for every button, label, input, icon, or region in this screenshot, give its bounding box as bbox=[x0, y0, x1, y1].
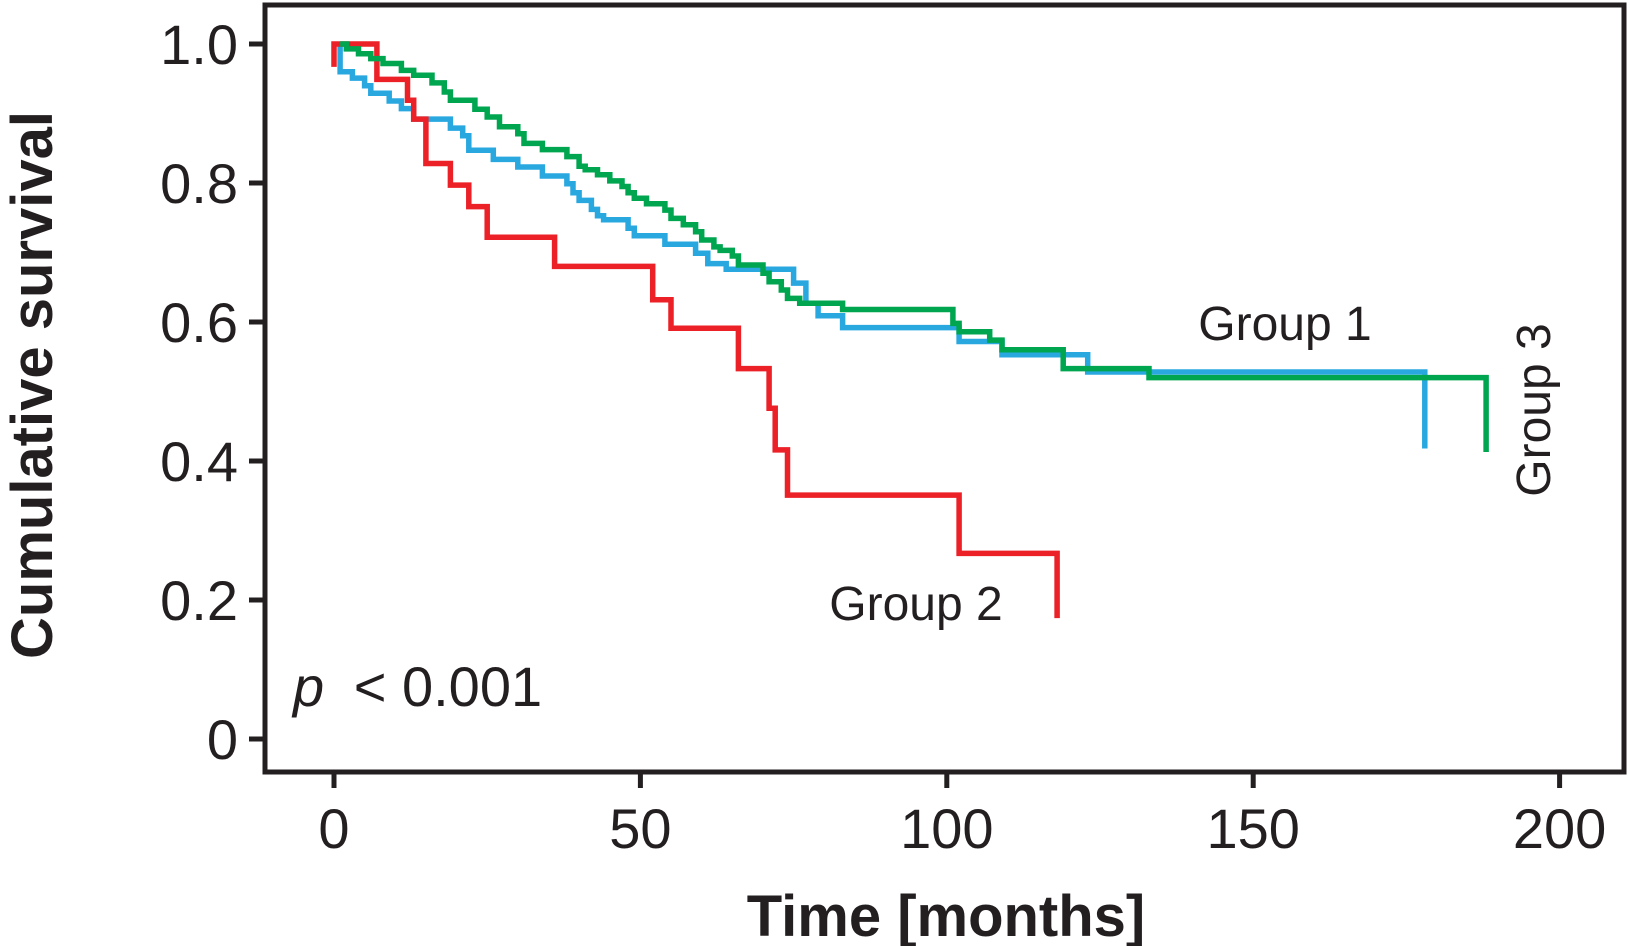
y-tick-label: 0.6 bbox=[160, 291, 238, 354]
y-tick-label: 0.8 bbox=[160, 152, 238, 215]
p-value-annotation: p < 0.001 bbox=[291, 655, 542, 718]
p-value-number: < 0.001 bbox=[354, 655, 542, 718]
y-axis-title: Cumulative survival bbox=[0, 111, 65, 659]
group-3-curve bbox=[340, 41, 1489, 452]
x-tick-label: 50 bbox=[609, 797, 671, 860]
x-tick-label: 0 bbox=[318, 797, 349, 860]
axes-layer bbox=[249, 2, 1627, 788]
y-tick-label: 0.4 bbox=[160, 430, 238, 493]
group-1-curve bbox=[337, 44, 1428, 449]
y-tick-label: 1.0 bbox=[160, 13, 238, 76]
x-axis-title: Time [months] bbox=[747, 884, 1146, 946]
x-tick-label: 100 bbox=[900, 797, 993, 860]
y-tick-label: 0.2 bbox=[160, 569, 238, 632]
group-2-label: Group 2 bbox=[829, 578, 1002, 631]
group-3-label: Group 3 bbox=[1508, 323, 1561, 496]
group-2-curve bbox=[331, 41, 1060, 619]
x-tick-label: 200 bbox=[1513, 797, 1606, 860]
p-value-symbol: p bbox=[291, 655, 324, 718]
tick-label-layer: 0 50 100 150 200 1.0 0.8 0.6 0.4 0.2 0 bbox=[160, 13, 1606, 860]
curve-layer bbox=[331, 41, 1489, 619]
group-1-label: Group 1 bbox=[1198, 298, 1371, 351]
y-tick-label: 0 bbox=[207, 708, 238, 771]
x-tick-label: 150 bbox=[1206, 797, 1299, 860]
